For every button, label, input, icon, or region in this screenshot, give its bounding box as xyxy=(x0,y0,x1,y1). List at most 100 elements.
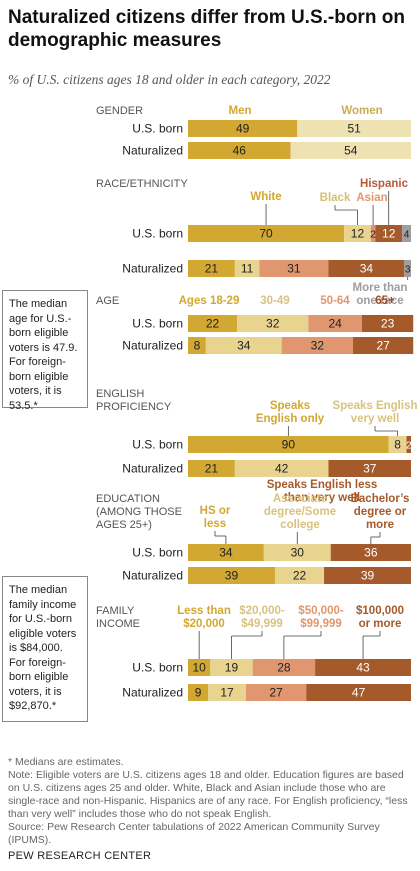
data-label-age-65-u-s-born: 23 xyxy=(381,317,395,331)
data-label-race-ethnicity-black-naturalized: 11 xyxy=(241,262,254,276)
data-label-race-ethnicity-more-than-one-race-u-s-born: 4 xyxy=(404,229,410,241)
income-median-callout: The median family income for U.S.-born e… xyxy=(2,576,88,722)
data-label-english-proficiency-speaks-english-only-u-s-born: 90 xyxy=(282,438,296,452)
row-label-u-s-born: U.S. born xyxy=(132,661,183,675)
category-label-race-ethnicity-white: White xyxy=(250,191,281,203)
bar-family-income-100-000-or-more-naturalized xyxy=(306,684,411,701)
category-label-education-among-those-ages-25-bachelor-s-degree-or-more: Bachelor’s degree or more xyxy=(351,493,410,531)
data-label-gender-men-u-s-born: 49 xyxy=(236,122,250,136)
bar-gender-men-u-s-born xyxy=(188,120,298,137)
bar-race-ethnicity-asian-naturalized xyxy=(259,260,329,277)
category-label-race-ethnicity-hispanic: Hispanic xyxy=(360,178,409,190)
chart-notes: * Medians are estimates. Note: Eligible … xyxy=(8,756,413,847)
row-label-u-s-born: U.S. born xyxy=(132,122,183,136)
section-title-family-income: INCOME xyxy=(96,618,140,630)
bar-family-income-less-than-20-000-naturalized xyxy=(188,684,209,701)
chart-title: Naturalized citizens differ from U.S.-bo… xyxy=(8,7,405,51)
row-label-u-s-born: U.S. born xyxy=(132,438,183,452)
data-label-english-proficiency-speaks-english-only-naturalized: 21 xyxy=(205,462,219,476)
bar-education-among-those-ages-25-associate-degree-some-college-u-s-born xyxy=(263,544,331,561)
bar-english-proficiency-speaks-english-very-well-u-s-born xyxy=(388,436,407,453)
bar-age-50-64-u-s-born xyxy=(308,315,362,332)
bar-family-income-less-than-20-000-u-s-born xyxy=(188,659,211,676)
data-label-family-income-100-000-or-more-naturalized: 47 xyxy=(352,686,366,700)
bar-age-65-naturalized xyxy=(353,337,414,354)
row-label-naturalized: Naturalized xyxy=(122,569,183,583)
section-title-family-income: FAMILY xyxy=(96,605,135,617)
category-label-english-proficiency-speaks-english-very-well: Speaks English very well xyxy=(332,400,417,425)
bar-education-among-those-ages-25-bachelor-s-degree-or-more-u-s-born xyxy=(330,544,411,561)
data-label-age-ages-18-29-u-s-born: 22 xyxy=(206,317,220,331)
data-label-family-income-50-000-99-999-naturalized: 27 xyxy=(269,686,283,700)
row-label-naturalized: Naturalized xyxy=(122,686,183,700)
data-label-family-income-50-000-99-999-u-s-born: 28 xyxy=(277,661,291,675)
bar-gender-women-u-s-born xyxy=(297,120,411,137)
row-label-u-s-born: U.S. born xyxy=(132,546,183,560)
bar-family-income-50-000-99-999-naturalized xyxy=(245,684,307,701)
section-title-race-ethnicity: RACE/ETHNICITY xyxy=(96,178,188,190)
bar-english-proficiency-speaks-english-only-naturalized xyxy=(188,460,235,477)
data-label-race-ethnicity-black-u-s-born: 12 xyxy=(351,227,365,241)
bar-race-ethnicity-more-than-one-race-naturalized xyxy=(404,260,411,277)
data-label-age-50-64-u-s-born: 24 xyxy=(329,317,343,331)
data-label-education-among-those-ages-25-bachelor-s-degree-or-more-naturalized: 39 xyxy=(361,569,375,583)
bar-age-30-49-naturalized xyxy=(205,337,282,354)
data-label-family-income-100-000-or-more-u-s-born: 43 xyxy=(356,661,370,675)
row-label-u-s-born: U.S. born xyxy=(132,317,183,331)
section-title-age: AGE xyxy=(96,295,119,307)
data-label-family-income-20-000-49-999-u-s-born: 19 xyxy=(225,661,239,675)
data-label-english-proficiency-speaks-english-less-than-very-well-naturalized: 37 xyxy=(363,462,377,476)
data-label-gender-men-naturalized: 46 xyxy=(233,144,247,158)
data-label-family-income-less-than-20-000-naturalized: 9 xyxy=(195,686,202,700)
bar-education-among-those-ages-25-hs-or-less-u-s-born xyxy=(188,544,264,561)
bar-age-ages-18-29-naturalized xyxy=(188,337,206,354)
bar-education-among-those-ages-25-associate-degree-some-college-naturalized xyxy=(274,567,325,584)
data-label-gender-women-u-s-born: 51 xyxy=(347,122,361,136)
bar-age-30-49-u-s-born xyxy=(237,315,309,332)
bar-age-50-64-naturalized xyxy=(281,337,354,354)
bar-race-ethnicity-hispanic-u-s-born xyxy=(375,225,403,242)
bar-english-proficiency-speaks-english-only-u-s-born xyxy=(188,436,389,453)
category-label-age-30-49: 30-49 xyxy=(260,295,289,307)
category-label-english-proficiency-speaks-english-only: Speaks English only xyxy=(256,400,325,425)
category-label-family-income-100-000-or-more: $100,000 or more xyxy=(356,605,404,630)
bar-race-ethnicity-more-than-one-race-u-s-born xyxy=(402,225,411,242)
data-label-english-proficiency-speaks-english-less-than-very-well-u-s-born: 2 xyxy=(406,440,412,452)
category-label-family-income-less-than-20-000: Less than $20,000 xyxy=(177,605,231,630)
section-title-gender: GENDER xyxy=(96,105,143,117)
bar-race-ethnicity-white-naturalized xyxy=(188,260,235,277)
category-label-age-65: 65+ xyxy=(375,295,395,307)
category-label-gender-women: Women xyxy=(341,105,382,117)
bar-age-ages-18-29-u-s-born xyxy=(188,315,238,332)
bar-english-proficiency-speaks-english-less-than-very-well-naturalized xyxy=(328,460,411,477)
bar-gender-women-naturalized xyxy=(290,142,411,159)
bar-race-ethnicity-white-u-s-born xyxy=(188,225,345,242)
row-label-naturalized: Naturalized xyxy=(122,339,183,353)
category-label-age-ages-18-29: Ages 18-29 xyxy=(179,295,240,307)
bar-english-proficiency-speaks-english-less-than-very-well-u-s-born xyxy=(406,436,411,453)
section-title-english-proficiency: PROFICIENCY xyxy=(96,401,172,413)
bar-education-among-those-ages-25-hs-or-less-naturalized xyxy=(188,567,275,584)
section-title-education-among-those-ages-25: AGES 25+) xyxy=(96,519,152,531)
category-label-race-ethnicity-asian: Asian xyxy=(356,192,387,204)
category-label-education-among-those-ages-25-associate-degree-some-college: Associate degree/Some college xyxy=(264,493,336,531)
bar-race-ethnicity-asian-u-s-born xyxy=(370,225,376,242)
methodology-note: Note: Eligible voters are U.S. citizens … xyxy=(8,769,408,820)
category-label-race-ethnicity-more-than-one-race: More than one race xyxy=(353,282,408,307)
bar-family-income-20-000-49-999-naturalized xyxy=(208,684,246,701)
bar-race-ethnicity-hispanic-naturalized xyxy=(328,260,405,277)
category-label-age-50-64: 50-64 xyxy=(320,295,350,307)
data-label-education-among-those-ages-25-hs-or-less-u-s-born: 34 xyxy=(219,546,233,560)
data-label-race-ethnicity-white-naturalized: 21 xyxy=(205,262,219,276)
category-label-family-income-50-000-99-999: $50,000-$99,999 xyxy=(298,605,344,630)
data-label-age-50-64-naturalized: 32 xyxy=(311,339,325,353)
bar-education-among-those-ages-25-bachelor-s-degree-or-more-naturalized xyxy=(324,567,411,584)
section-title-english-proficiency: ENGLISH xyxy=(96,388,144,400)
data-label-english-proficiency-speaks-english-very-well-naturalized: 42 xyxy=(275,462,289,476)
data-label-race-ethnicity-white-u-s-born: 70 xyxy=(259,227,273,241)
row-label-naturalized: Naturalized xyxy=(122,462,183,476)
data-label-age-30-49-u-s-born: 32 xyxy=(266,317,280,331)
data-label-education-among-those-ages-25-bachelor-s-degree-or-more-u-s-born: 36 xyxy=(364,546,378,560)
data-label-age-30-49-naturalized: 34 xyxy=(237,339,251,353)
